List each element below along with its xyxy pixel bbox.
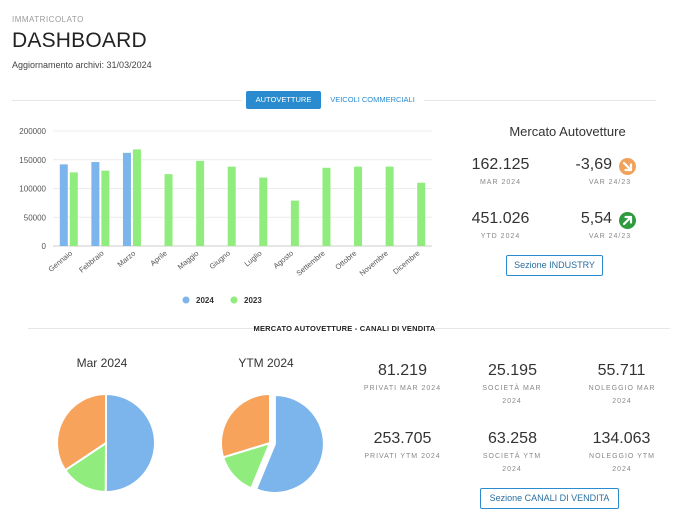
pie-mar-title: Mar 2024 [76, 356, 128, 370]
x-tick-label: Febbraio [77, 249, 105, 275]
pie-slice[interactable] [220, 392, 271, 459]
tab-divider-left [12, 100, 242, 101]
y-tick-label: 200000 [19, 127, 46, 136]
x-tick-label: Novembre [358, 249, 390, 278]
y-tick-label: 0 [42, 242, 47, 251]
ytd-value: 451.026 [471, 210, 530, 227]
sales-channels-pie-ytm [220, 392, 325, 494]
bar-2023-aprile[interactable] [164, 174, 173, 246]
privati-mar-label: PRIVATI MAR 2024 [363, 385, 442, 392]
bar-2023-agosto[interactable] [290, 200, 299, 246]
sales-channels-section-button[interactable]: Sezione CANALI DI VENDITA [480, 488, 619, 509]
legend-label[interactable]: 2024 [196, 296, 214, 305]
legend-label[interactable]: 2023 [244, 296, 262, 305]
bar-2024-gennaio[interactable] [59, 164, 68, 246]
bar-2023-ottobre[interactable] [354, 166, 363, 246]
x-tick-label: Dicembre [391, 249, 421, 277]
bar-2023-gennaio[interactable] [69, 172, 78, 246]
x-tick-label: Gennaio [47, 249, 75, 274]
mar-label: MAR 2024 [479, 179, 522, 186]
pie-ytm-title: YTM 2024 [238, 356, 294, 370]
bar-2023-febbraio[interactable] [101, 170, 110, 246]
societa-ytm-value: 63.258 [488, 430, 537, 447]
last-update-text: Aggiornamento archivi: 31/03/2024 [12, 60, 152, 70]
tab-veicoli-commerciali[interactable]: VEICOLI COMMERCIALI [330, 95, 415, 104]
noleggio-ytm-label: NOLEGGIO YTM 2024 [589, 453, 655, 473]
bar-2023-luglio[interactable] [259, 177, 268, 246]
noleggio-ytm-value: 134.063 [592, 430, 651, 447]
privati-ytm-value: 253.705 [373, 430, 432, 447]
x-tick-label: Luglio [242, 249, 263, 269]
sales-channels-pie-mar [56, 392, 156, 494]
bar-2023-giugno[interactable] [227, 166, 236, 246]
ytd-var-label: VAR 24/23 [588, 233, 632, 240]
bar-2023-settembre[interactable] [322, 167, 331, 246]
bar-2023-dicembre[interactable] [417, 182, 426, 246]
mar-value: 162.125 [471, 156, 530, 173]
x-tick-label: Ottobre [333, 249, 358, 272]
y-tick-label: 100000 [19, 185, 46, 194]
x-tick-label: Giugno [208, 249, 232, 271]
section-divider-left [28, 328, 258, 329]
x-tick-label: Aprile [148, 249, 168, 268]
market-title: Mercato Autovetture [509, 124, 626, 139]
y-tick-label: 50000 [24, 213, 47, 222]
sales-channels-title: MERCATO AUTOVETTURE - CANALI DI VENDITA [253, 324, 436, 333]
privati-ytm-label: PRIVATI YTM 2024 [364, 453, 441, 460]
arrow-up-right-icon [619, 212, 636, 229]
mar-var-label: VAR 24/23 [588, 179, 632, 186]
section-divider-right [434, 328, 670, 329]
legend-marker[interactable] [182, 296, 190, 304]
page-kicker: IMMATRICOLATO [12, 15, 84, 24]
pie-slice[interactable] [56, 392, 107, 472]
societa-mar-value: 25.195 [488, 362, 537, 379]
bar-2023-maggio[interactable] [196, 160, 205, 246]
arrow-down-right-icon [619, 158, 636, 175]
ytd-label: YTD 2024 [480, 233, 521, 240]
page-title: DASHBOARD [12, 29, 147, 52]
pie-slice[interactable] [254, 393, 325, 494]
tab-autovetture[interactable]: AUTOVETTURE [246, 91, 321, 109]
industry-section-button[interactable]: Sezione INDUSTRY [506, 255, 603, 276]
x-tick-label: Marzo [115, 249, 137, 269]
x-tick-label: Agosto [271, 249, 295, 271]
tab-divider-right [424, 100, 656, 101]
bar-2023-novembre[interactable] [385, 166, 394, 246]
noleggio-mar-label: NOLEGGIO MAR 2024 [588, 385, 656, 405]
societa-ytm-label: SOCIETÀ YTM 2024 [482, 453, 542, 473]
noleggio-mar-value: 55.711 [597, 362, 646, 379]
mar-var-value: -3,69 [575, 156, 612, 173]
societa-mar-label: SOCIETÀ MAR 2024 [482, 385, 542, 405]
y-tick-label: 150000 [19, 156, 46, 165]
x-tick-label: Settembre [294, 249, 326, 278]
bar-2023-marzo[interactable] [132, 149, 141, 246]
legend-marker[interactable] [230, 296, 238, 304]
bar-2024-marzo[interactable] [122, 152, 131, 246]
bar-2024-febbraio[interactable] [91, 162, 100, 246]
x-tick-label: Maggio [176, 249, 201, 272]
ytd-var-value: 5,54 [580, 210, 612, 227]
pie-slice[interactable] [104, 392, 156, 493]
privati-mar-value: 81.219 [378, 362, 427, 379]
